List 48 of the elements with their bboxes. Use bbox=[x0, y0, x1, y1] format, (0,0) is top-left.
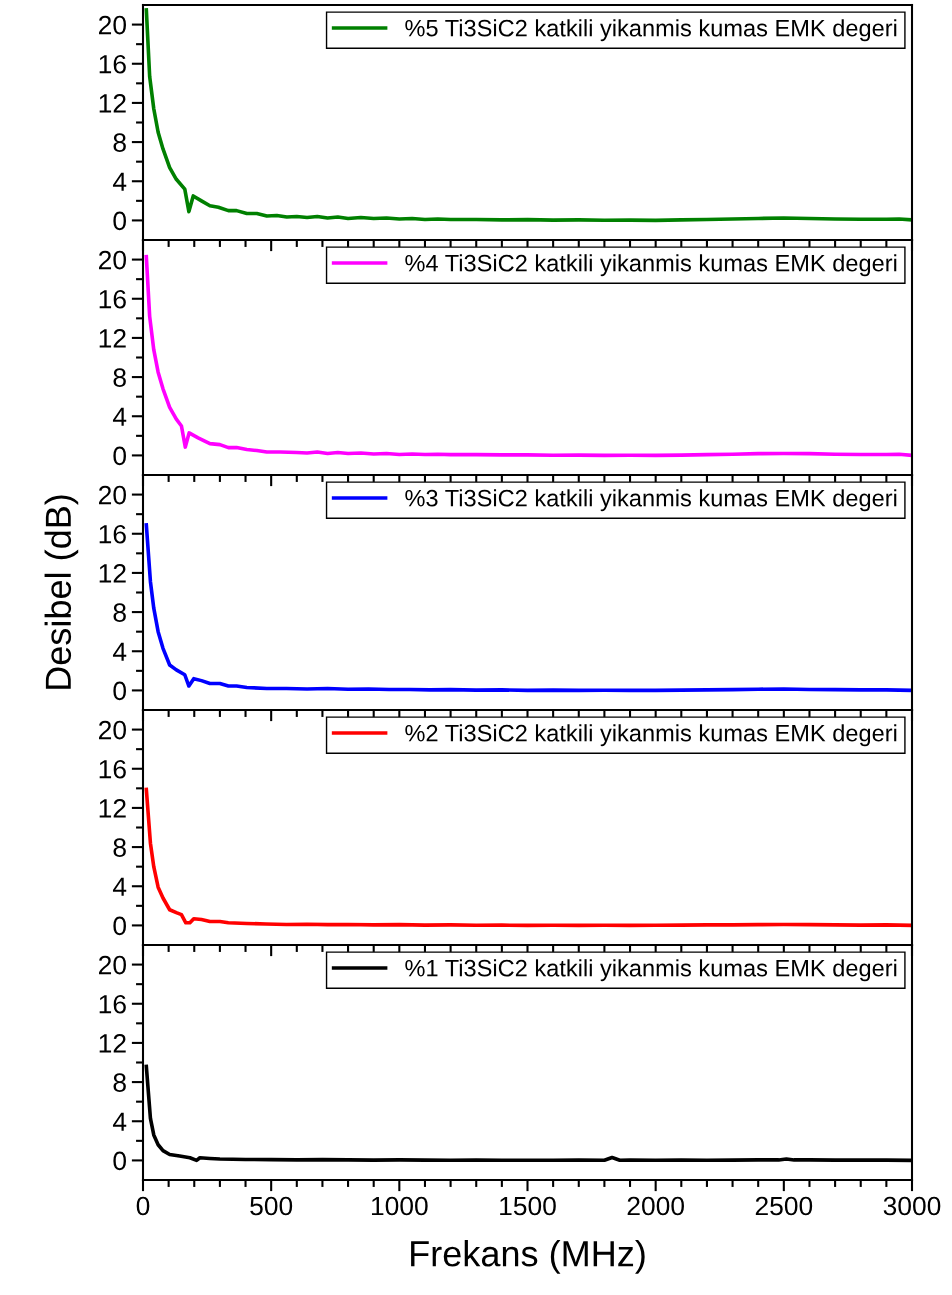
y-tick-label: 8 bbox=[113, 838, 126, 857]
y-tick-label: 0 bbox=[113, 446, 126, 466]
x-tick-label: 2000 bbox=[627, 1196, 684, 1216]
y-tick-label: 20 bbox=[99, 250, 126, 270]
line-series bbox=[144, 8, 912, 223]
legend-label: %1 Ti3SiC2 katkili yikanmis kumas EMK degeri bbox=[405, 959, 897, 982]
y-tick-label: 0 bbox=[113, 681, 126, 701]
legend-label: %2 Ti3SiC2 katkili yikanmis kumas EMK degeri bbox=[405, 724, 897, 747]
y-tick-label: 4 bbox=[112, 642, 127, 661]
legend-label: %5 Ti3SiC2 katkili yikanmis kumas EMK degeri bbox=[405, 19, 897, 42]
y-tick-label: 0 bbox=[113, 1151, 126, 1171]
x-axis-title: Frekans (MHz) bbox=[411, 1240, 645, 1274]
y-tick-label: 12 bbox=[99, 1034, 126, 1053]
y-tick-label: 8 bbox=[113, 1073, 126, 1092]
legend-label: %3 Ti3SiC2 katkili yikanmis kumas EMK degeri bbox=[405, 489, 897, 512]
y-tick-label: 16 bbox=[99, 54, 126, 74]
y-tick-label: 12 bbox=[99, 94, 126, 113]
y-tick-label: 0 bbox=[113, 916, 126, 936]
x-tick-label: 1000 bbox=[372, 1196, 428, 1216]
y-tick-label: 20 bbox=[99, 15, 126, 35]
x-tick-label: 3000 bbox=[883, 1196, 941, 1216]
y-tick-label: 12 bbox=[99, 799, 126, 818]
y-tick-label: 16 bbox=[99, 289, 126, 309]
y-tick-label: 8 bbox=[113, 133, 126, 152]
y-tick-label: 16 bbox=[99, 994, 126, 1014]
y-tick-label: 12 bbox=[99, 329, 126, 348]
y-tick-label: 20 bbox=[99, 955, 126, 975]
y-tick-label: 12 bbox=[99, 564, 126, 583]
y-tick-label: 16 bbox=[99, 759, 126, 779]
y-tick-label: 4 bbox=[112, 172, 127, 191]
x-tick-label: 2500 bbox=[755, 1196, 813, 1216]
line-series bbox=[144, 254, 912, 458]
x-tick-label: 500 bbox=[250, 1196, 293, 1216]
y-tick-label: 0 bbox=[113, 211, 126, 231]
y-tick-label: 20 bbox=[99, 485, 126, 505]
legend-label: %4 Ti3SiC2 katkili yikanmis kumas EMK degeri bbox=[405, 254, 897, 277]
x-tick-label: 0 bbox=[136, 1196, 150, 1216]
line-series bbox=[144, 787, 912, 928]
y-tick-label: 4 bbox=[112, 877, 127, 896]
y-tick-label: 16 bbox=[99, 524, 126, 544]
y-tick-label: 8 bbox=[113, 368, 126, 387]
line-series bbox=[144, 523, 912, 693]
y-tick-label: 4 bbox=[112, 1112, 127, 1131]
y-tick-label: 20 bbox=[99, 720, 126, 740]
y-tick-label: 8 bbox=[113, 603, 126, 622]
y-axis-title: Desibel (dB) bbox=[44, 495, 79, 689]
x-tick-label: 1500 bbox=[500, 1196, 556, 1216]
y-tick-label: 4 bbox=[112, 407, 127, 426]
